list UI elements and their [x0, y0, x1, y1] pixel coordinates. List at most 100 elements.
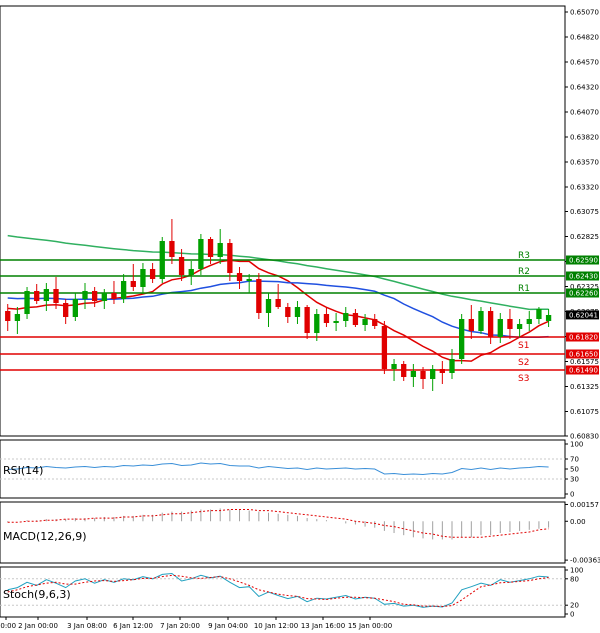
level-value-r1: 0.62260: [569, 290, 598, 298]
candle-body: [227, 243, 233, 273]
x-tick-label: 13 Jan 16:00: [301, 622, 345, 630]
panel-frame-price: [0, 5, 566, 437]
stoch-tick-label: 0: [570, 611, 574, 619]
macd-tick-label: -0.00363: [570, 557, 600, 565]
rsi-tick-label: 100: [570, 441, 583, 449]
candle-body: [487, 311, 494, 337]
candle-body: [265, 299, 272, 313]
price-tick-label: 0.62825: [570, 233, 599, 241]
panel-frame-stoch: [0, 566, 566, 618]
candle-body: [314, 314, 320, 333]
rsi-line: [7, 462, 549, 476]
price-tick-label: 0.62325: [570, 283, 599, 291]
candle-body: [14, 314, 21, 321]
candle-body: [256, 279, 262, 313]
candle-body: [516, 324, 523, 329]
candle-body: [169, 241, 175, 257]
candle-body: [536, 309, 542, 319]
current-price-box: [566, 310, 599, 320]
ma-slow-line: [7, 234, 549, 311]
price-tick-label: 0.63570: [570, 159, 599, 167]
macd-tick-label: 0.00: [570, 518, 586, 526]
candle-body: [478, 311, 484, 331]
candle-body: [362, 319, 368, 325]
price-tick-label: 0.63320: [570, 184, 599, 192]
candle-body: [207, 239, 214, 257]
level-value-r3: 0.62590: [569, 257, 598, 265]
price-tick-label: 0.64320: [570, 84, 599, 92]
candle-body: [372, 319, 378, 326]
price-tick-label: 0.64820: [570, 34, 599, 42]
macd-signal-line: [7, 509, 549, 538]
candle-body: [285, 307, 291, 317]
stoch-k-line: [7, 572, 549, 608]
macd-tick-label: 0.00157: [570, 501, 599, 509]
candle-body: [439, 369, 445, 373]
candle-body: [545, 315, 552, 321]
candle-body: [82, 291, 88, 299]
current-price-label: 0.62041: [569, 311, 598, 319]
candle-body: [352, 313, 359, 325]
candle-body: [468, 319, 474, 331]
rsi-tick-label: 0: [570, 491, 574, 499]
candle-body: [294, 307, 301, 317]
rsi-tick-label: 70: [570, 456, 579, 464]
price-tick-label: 0.63075: [570, 208, 599, 216]
level-label-s3: S3: [518, 374, 529, 384]
candle-body: [304, 307, 310, 333]
level-label-r2: R2: [518, 267, 530, 277]
x-tick-label: 10 Jan 12:00: [254, 622, 298, 630]
stoch-label: Stoch(9,6,3): [3, 588, 71, 601]
candle-body: [236, 273, 243, 281]
level-value-s1: 0.61820: [569, 334, 598, 342]
candle-body: [420, 371, 426, 379]
candle-body: [188, 269, 194, 275]
candle-body: [53, 289, 59, 303]
candle-body: [63, 303, 69, 317]
level-value-r2: 0.62430: [569, 273, 598, 281]
candle-body: [343, 313, 349, 321]
candle-body: [43, 289, 50, 301]
candle-body: [217, 243, 223, 257]
price-tick-label: 0.64570: [570, 59, 599, 67]
candle-body: [410, 371, 417, 377]
candle-body: [323, 314, 330, 323]
candle-body: [178, 257, 185, 275]
candle-body: [34, 291, 40, 301]
x-tick-label: 2 Jan 00:00: [18, 622, 58, 630]
x-tick-label: 7 Jan 20:00: [160, 622, 200, 630]
x-tick-label: 6 Jan 12:00: [113, 622, 153, 630]
x-tick-label: 15 Jan 00:00: [348, 622, 392, 630]
candle-body: [140, 269, 146, 287]
candle-body: [381, 326, 388, 369]
price-tick-label: 0.63820: [570, 134, 599, 142]
rsi-tick-label: 30: [570, 476, 579, 484]
rsi-tick-label: 50: [570, 466, 579, 474]
price-tick-label: 0.60830: [570, 433, 599, 441]
x-tick-label: 20:00: [0, 622, 16, 630]
price-tick-label: 0.61075: [570, 408, 599, 416]
level-value-box-s1: [566, 332, 599, 342]
candle-body: [130, 281, 136, 287]
level-value-s3: 0.61490: [569, 367, 598, 375]
candle-body: [526, 319, 532, 324]
candle-body: [198, 239, 204, 269]
level-value-box-r2: [566, 271, 599, 281]
level-label-s2: S2: [518, 358, 529, 368]
candle-body: [430, 369, 436, 379]
price-tick-label: 0.61575: [570, 358, 599, 366]
stoch-tick-label: 80: [570, 575, 579, 583]
x-tick-label: 9 Jan 04:00: [208, 622, 248, 630]
level-value-box-r1: [566, 288, 599, 298]
level-value-box-s2: [566, 349, 599, 359]
candle-body: [333, 321, 339, 323]
x-tick-label: 3 Jan 08:00: [67, 622, 107, 630]
candle-body: [111, 293, 117, 299]
ma-mid-line: [7, 280, 549, 339]
candle-body: [449, 359, 455, 373]
level-value-box-r3: [566, 255, 599, 265]
stoch-tick-label: 20: [570, 602, 579, 610]
candle-body: [72, 299, 78, 317]
stoch-tick-label: 100: [570, 567, 583, 575]
candle-body: [459, 319, 465, 359]
